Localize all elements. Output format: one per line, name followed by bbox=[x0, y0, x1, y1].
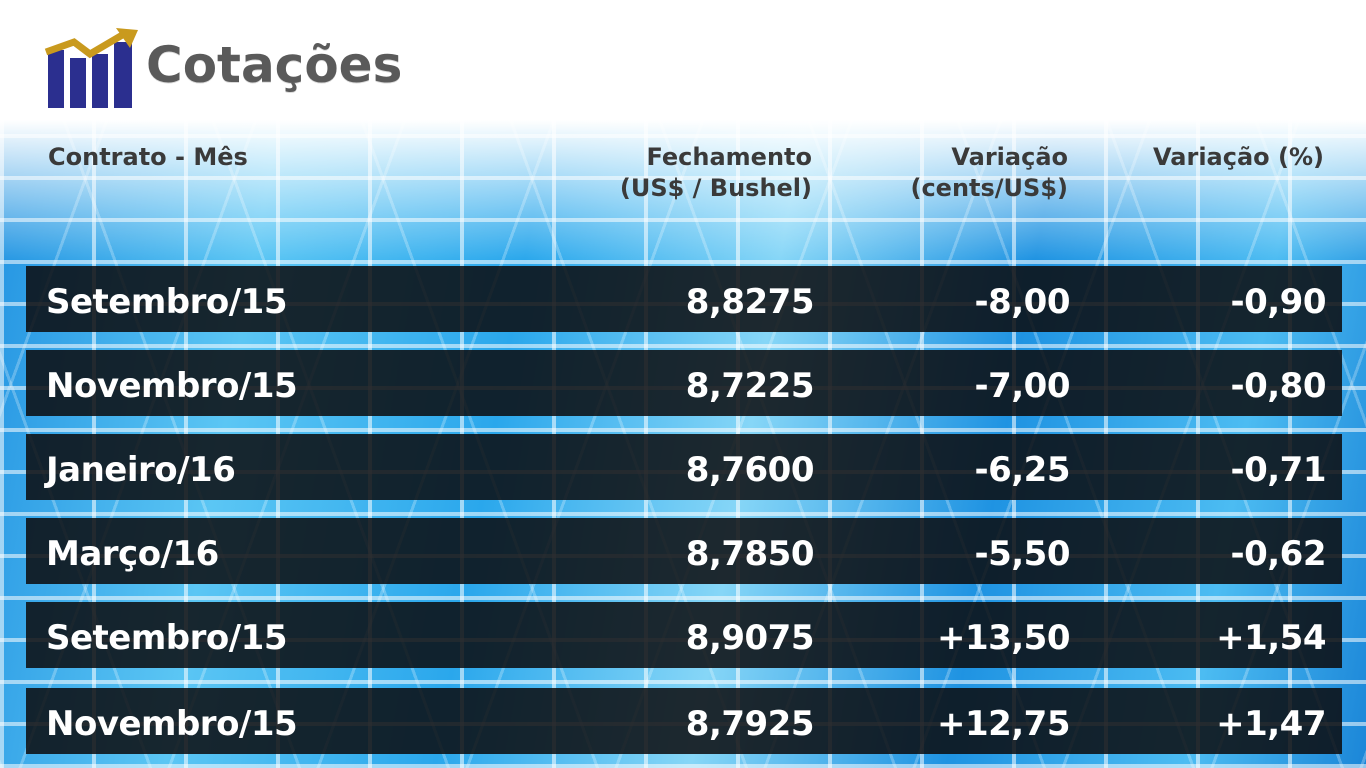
header-close-line1: Fechamento bbox=[646, 143, 812, 171]
change-pct-cell: -0,62 bbox=[1230, 534, 1327, 574]
header-change-line1: Variação bbox=[951, 143, 1068, 171]
close-cell: 8,7925 bbox=[685, 704, 815, 744]
header-change: Variação (cents/US$) bbox=[910, 142, 1068, 204]
change-cell: -8,00 bbox=[974, 282, 1071, 322]
header-close: Fechamento (US$ / Bushel) bbox=[620, 142, 812, 204]
change-pct-cell: +1,54 bbox=[1216, 618, 1326, 658]
change-cell: +13,50 bbox=[936, 618, 1071, 658]
close-cell: 8,7225 bbox=[685, 366, 815, 406]
table-row: Janeiro/16 8,7600 -6,25 -0,71 bbox=[26, 434, 1342, 500]
contract-cell: Setembro/15 bbox=[46, 282, 287, 322]
change-cell: -5,50 bbox=[974, 534, 1071, 574]
contract-cell: Março/16 bbox=[46, 534, 219, 574]
header-close-line2: (US$ / Bushel) bbox=[619, 174, 812, 202]
change-cell: +12,75 bbox=[936, 704, 1071, 744]
change-pct-cell: -0,80 bbox=[1230, 366, 1327, 406]
close-cell: 8,8275 bbox=[685, 282, 815, 322]
header-contract: Contrato - Mês bbox=[48, 142, 248, 173]
contract-cell: Novembro/15 bbox=[46, 704, 298, 744]
header-change-pct-label: Variação (%) bbox=[1153, 143, 1324, 171]
change-pct-cell: +1,47 bbox=[1216, 704, 1326, 744]
change-pct-cell: -0,90 bbox=[1230, 282, 1327, 322]
close-cell: 8,7600 bbox=[685, 450, 815, 490]
table-row: Setembro/15 8,9075 +13,50 +1,54 bbox=[26, 602, 1342, 668]
table-row: Setembro/15 8,8275 -8,00 -0,90 bbox=[26, 266, 1342, 332]
table-row: Novembro/15 8,7925 +12,75 +1,47 bbox=[26, 688, 1342, 754]
change-pct-cell: -0,71 bbox=[1230, 450, 1327, 490]
change-cell: -6,25 bbox=[974, 450, 1071, 490]
close-cell: 8,9075 bbox=[685, 618, 815, 658]
table-row: Março/16 8,7850 -5,50 -0,62 bbox=[26, 518, 1342, 584]
bar-chart-arrow-icon bbox=[44, 28, 138, 108]
contract-cell: Novembro/15 bbox=[46, 366, 298, 406]
contract-cell: Setembro/15 bbox=[46, 618, 287, 658]
change-cell: -7,00 bbox=[974, 366, 1071, 406]
table-row: Novembro/15 8,7225 -7,00 -0,80 bbox=[26, 350, 1342, 416]
page-title: Cotações bbox=[146, 36, 403, 94]
header-change-line2: (cents/US$) bbox=[910, 174, 1068, 202]
header-change-pct: Variação (%) bbox=[1153, 142, 1324, 173]
close-cell: 8,7850 bbox=[685, 534, 815, 574]
header-contract-label: Contrato - Mês bbox=[48, 143, 248, 171]
contract-cell: Janeiro/16 bbox=[46, 450, 236, 490]
